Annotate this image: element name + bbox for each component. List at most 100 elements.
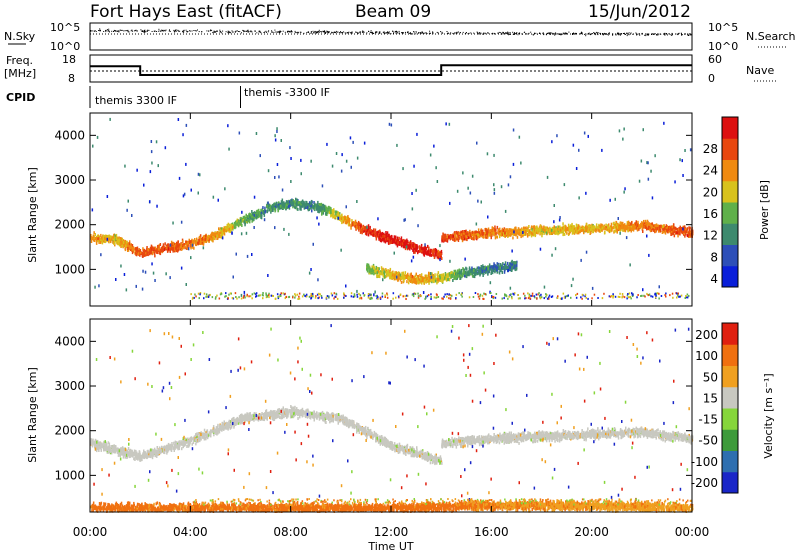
power-cell: [461, 230, 464, 234]
power-cell: [412, 249, 414, 252]
power-cell: [387, 241, 390, 245]
nsky-point: [491, 33, 493, 35]
power-cell: [481, 233, 484, 236]
cpid-label: CPID: [6, 91, 35, 104]
power-cell: [433, 279, 435, 283]
power-cell: [630, 224, 633, 228]
power-cell: [673, 234, 676, 238]
nsky-point: [115, 30, 117, 32]
nsky-point: [498, 31, 500, 33]
power-cell: [474, 233, 476, 237]
power-cell: [167, 243, 170, 247]
power-cell: [565, 225, 567, 229]
nsky-point: [94, 30, 96, 32]
power-cell: [638, 227, 640, 231]
nsky-point: [193, 30, 195, 31]
power-cell: [449, 235, 451, 239]
nsky-point: [482, 33, 484, 35]
power-cell: [228, 228, 230, 231]
power-cell: [463, 234, 466, 238]
nsky-point: [359, 31, 361, 33]
power-cell: [145, 250, 148, 254]
power-cell: [264, 206, 266, 210]
nsky-point: [632, 33, 634, 35]
power-cell: [244, 221, 247, 225]
power-cell: [320, 209, 322, 213]
power-cell: [201, 237, 203, 241]
nsky-point: [455, 32, 457, 34]
nsky-point: [239, 31, 241, 33]
power-cell: [509, 267, 511, 271]
power-cell: [120, 245, 122, 248]
power-cell: [524, 232, 526, 236]
nsky-point: [396, 30, 397, 32]
nsky-point: [317, 31, 319, 33]
power-cell: [430, 253, 432, 257]
power-cell: [440, 253, 442, 256]
power-cell: [378, 237, 380, 241]
power-cell: [177, 245, 179, 249]
power-cell: [354, 225, 357, 228]
nsky-point: [243, 31, 245, 33]
power-cell: [602, 227, 604, 231]
power-cell: [687, 234, 690, 238]
power-cell: [187, 246, 189, 250]
nsky-point: [368, 31, 370, 32]
power-cell: [95, 239, 97, 243]
power-cell: [219, 235, 221, 239]
power-cell: [130, 245, 132, 249]
power-cell: [610, 222, 613, 226]
power-cell: [515, 233, 517, 236]
power-cell: [649, 223, 652, 227]
nsky-point: [606, 33, 608, 35]
nsky-point: [395, 32, 397, 34]
power-cell: [640, 223, 643, 227]
power-cell: [353, 222, 355, 226]
nsky-point: [318, 29, 320, 31]
power-cell: [508, 233, 510, 237]
power-cell: [605, 223, 607, 227]
nsky-point: [313, 32, 315, 34]
power-cell: [127, 246, 129, 250]
power-cell: [621, 224, 624, 228]
power-cell: [311, 204, 314, 208]
nsky-point: [264, 31, 266, 33]
nsky-point: [561, 33, 563, 35]
power-cell: [252, 213, 254, 216]
power-cell: [470, 236, 473, 240]
nsky-point: [619, 33, 621, 35]
power-cell: [465, 274, 467, 278]
power-cell: [498, 232, 500, 236]
power-cell: [181, 244, 184, 247]
nsky-point: [213, 31, 215, 33]
power-cell: [573, 225, 575, 228]
power-cell: [562, 233, 564, 237]
power-cell: [448, 235, 450, 239]
power-cell: [251, 215, 253, 219]
nsky-point: [286, 31, 288, 33]
power-cell: [661, 231, 664, 234]
nsky-point: [142, 30, 144, 32]
power-cell: [260, 215, 262, 219]
nsky-point: [602, 34, 604, 36]
power-cell: [320, 206, 322, 210]
power-cell: [137, 251, 140, 255]
nsky-point: [351, 32, 353, 34]
power-cell: [314, 202, 316, 206]
power-cell: [507, 228, 509, 232]
nsky-point: [334, 32, 336, 33]
power-cell: [327, 208, 329, 212]
power-cell: [180, 242, 183, 246]
nsky-point: [468, 32, 470, 34]
power-cell: [324, 207, 327, 210]
power-cell: [384, 237, 387, 241]
power-cell: [326, 206, 328, 210]
power-cell: [187, 240, 189, 244]
power-cell: [558, 225, 561, 229]
power-cell: [244, 223, 246, 227]
power-cell: [437, 275, 439, 278]
nsky-point: [375, 31, 377, 33]
power-cell: [218, 231, 220, 235]
nsky-point: [612, 34, 614, 36]
power-cell: [176, 243, 178, 247]
